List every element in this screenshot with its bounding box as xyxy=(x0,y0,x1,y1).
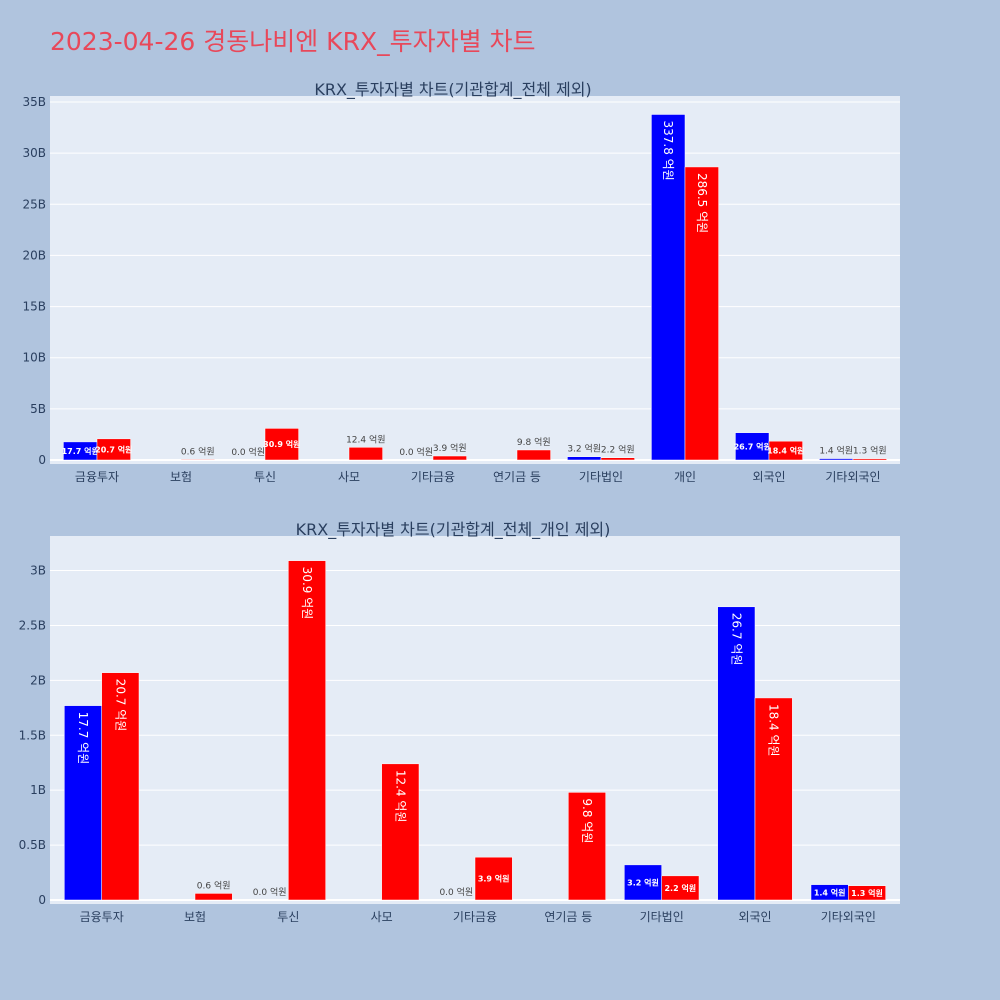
bar xyxy=(754,697,793,901)
plot-area xyxy=(50,96,900,464)
category-label: 기타법인 xyxy=(640,910,684,924)
bar xyxy=(348,447,383,461)
category-label: 기타법인 xyxy=(579,470,623,484)
bar xyxy=(180,459,215,461)
chart-2: 0 0.5B 1B 1.5B 2B 2.5B 3B KRX_투자자별 차트(기관합계_전체_개… xyxy=(19,520,900,924)
y-tick-label: 2B xyxy=(30,673,46,687)
page-title: 2023-04-26 경동나비엔 KRX_투자자별 차트 xyxy=(50,27,536,56)
chart-title: KRX_투자자별 차트(기관합계_전체 제외) xyxy=(314,80,591,100)
data-label: 3.9 억원 xyxy=(433,442,467,454)
category-label: 사모 xyxy=(371,910,393,924)
y-tick-label: 2.5B xyxy=(19,618,46,632)
data-label: 0.6 억원 xyxy=(197,879,231,891)
bar xyxy=(848,885,886,901)
category-label: 외국인 xyxy=(752,470,785,484)
data-label: 0.0 억원 xyxy=(231,446,265,458)
data-label: 12.4 억원 xyxy=(346,433,385,445)
category-label: 투신 xyxy=(254,470,276,484)
data-label: 17.7 억원 xyxy=(76,712,90,765)
bar xyxy=(624,864,662,901)
bar xyxy=(568,792,606,901)
data-label: 12.4 억원 xyxy=(393,770,407,823)
category-label: 연기금 등 xyxy=(544,910,592,924)
data-label: 30.9 억원 xyxy=(263,439,300,449)
bar xyxy=(684,166,719,461)
data-label: 18.4 억원 xyxy=(767,704,781,757)
category-label: 연기금 등 xyxy=(493,470,541,484)
y-tick-label: 1B xyxy=(30,783,46,797)
data-label: 17.7 억원 xyxy=(62,446,99,456)
data-label: 20.7 억원 xyxy=(95,444,132,454)
category-label: 기타외국인 xyxy=(825,470,880,484)
y-tick-label: 0 xyxy=(38,893,46,907)
category-label: 금융투자 xyxy=(75,470,119,484)
data-label: 286.5 억원 xyxy=(695,173,709,233)
bar xyxy=(432,455,467,461)
chart-title: KRX_투자자별 차트(기관합계_전체_개인 제외) xyxy=(296,520,611,540)
data-label: 30.9 억원 xyxy=(300,567,314,620)
data-label: 1.4 억원 xyxy=(814,887,846,897)
data-label: 26.7 억원 xyxy=(734,441,771,451)
data-label: 0.0 억원 xyxy=(439,886,473,898)
bar xyxy=(101,672,140,901)
bar xyxy=(600,457,635,461)
bar xyxy=(264,428,299,461)
category-label: 보험 xyxy=(170,470,192,484)
y-tick-label: 3B xyxy=(30,564,46,578)
bar xyxy=(651,114,686,461)
data-label: 3.2 억원 xyxy=(567,443,601,455)
data-label: 337.8 억원 xyxy=(661,120,675,180)
data-label: 1.3 억원 xyxy=(851,888,883,898)
y-tick-label: 35B xyxy=(22,95,46,109)
data-label: 3.2 억원 xyxy=(627,877,659,887)
y-tick-label: 0.5B xyxy=(19,838,46,852)
bar xyxy=(516,449,551,461)
bar xyxy=(381,763,420,901)
y-tick-label: 30B xyxy=(22,146,46,160)
bar xyxy=(96,438,131,461)
data-label: 20.7 억원 xyxy=(113,679,127,732)
bar xyxy=(194,893,233,901)
category-label: 기타외국인 xyxy=(821,910,876,924)
bar xyxy=(474,856,513,901)
y-tick-label: 25B xyxy=(22,197,46,211)
category-label: 기타금융 xyxy=(411,470,455,484)
data-label: 1.3 억원 xyxy=(853,445,887,457)
y-tick-label: 15B xyxy=(22,300,46,314)
data-label: 9.8 억원 xyxy=(517,436,551,448)
data-label: 26.7 억원 xyxy=(729,613,743,666)
data-label: 0.6 억원 xyxy=(181,445,215,457)
bar xyxy=(64,705,102,901)
category-label: 사모 xyxy=(338,470,360,484)
y-tick-label: 1.5B xyxy=(19,728,46,742)
data-label: 9.8 억원 xyxy=(580,798,594,843)
data-label: 0.0 억원 xyxy=(253,886,287,898)
y-tick-label: 5B xyxy=(30,402,46,416)
data-label: 1.4 억원 xyxy=(819,445,853,457)
bar xyxy=(852,458,887,461)
chart-1: 0 5B 10B 15B 20B 25B 30B 35B KRX_투자자별 차트(기관합계_전체… xyxy=(22,80,900,484)
category-label: 기타금융 xyxy=(453,910,497,924)
data-label: 3.9 억원 xyxy=(478,874,510,884)
y-tick-label: 20B xyxy=(22,248,46,262)
category-label: 투신 xyxy=(277,910,299,924)
category-label: 개인 xyxy=(674,470,696,484)
bar xyxy=(288,560,326,901)
data-label: 18.4 억원 xyxy=(767,446,804,456)
bar xyxy=(819,458,854,461)
bar xyxy=(567,456,602,461)
data-label: 2.2 억원 xyxy=(664,883,696,893)
data-label: 0.0 억원 xyxy=(399,446,433,458)
bar xyxy=(717,606,756,901)
category-label: 금융투자 xyxy=(80,910,124,924)
bar xyxy=(768,440,803,461)
y-tick-label: 10B xyxy=(22,351,46,365)
data-label: 2.2 억원 xyxy=(601,444,635,456)
bar xyxy=(661,875,700,901)
category-label: 외국인 xyxy=(738,910,771,924)
category-label: 보험 xyxy=(184,910,206,924)
y-tick-label: 0 xyxy=(38,453,46,467)
